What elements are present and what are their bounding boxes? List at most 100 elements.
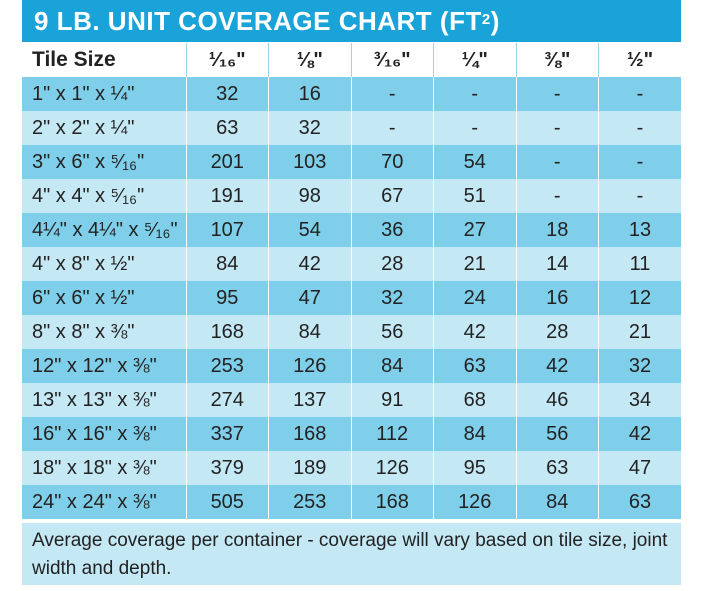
table-header-row: Tile Size ¹⁄₁₆" ⅛" ³⁄₁₆" ¼" ⅜" ½" xyxy=(22,43,681,77)
coverage-cell: 84 xyxy=(186,247,269,281)
coverage-cell: 126 xyxy=(351,451,434,485)
coverage-cell: 126 xyxy=(433,485,517,519)
coverage-cell: - xyxy=(433,111,517,145)
tile-size-cell: 18" x 18" x ⅜" xyxy=(22,451,187,485)
coverage-cell: 67 xyxy=(351,179,434,213)
coverage-cell: 253 xyxy=(268,485,352,519)
table-body: 1" x 1" x ¼" 32 16- - - -2" x 2" x ¼" 63 32- - - -… xyxy=(22,77,681,519)
coverage-cell: 189 xyxy=(268,451,352,485)
coverage-cell: 168 xyxy=(186,315,269,349)
coverage-cell: - xyxy=(516,145,599,179)
coverage-cell: 56 xyxy=(351,315,434,349)
table-row: 4¼" x 4¼" x ⁵⁄₁₆" 107 54 36 27 18 13 xyxy=(22,213,681,247)
coverage-cell: 70 xyxy=(351,145,434,179)
table-row: 24" x 24" x ⅜" 505 253 168 126 84 63 xyxy=(22,485,681,519)
coverage-cell: - xyxy=(516,179,599,213)
coverage-cell: 14 xyxy=(516,247,599,281)
tile-size-cell: 1" x 1" x ¼" xyxy=(22,77,187,111)
coverage-cell: 12 xyxy=(598,281,681,315)
table-row: 4" x 4" x ⁵⁄₁₆" 191 98 67 51- - xyxy=(22,179,681,213)
coverage-cell: 34 xyxy=(598,383,681,417)
coverage-cell: 51 xyxy=(433,179,517,213)
coverage-cell: - xyxy=(598,179,681,213)
coverage-cell: 42 xyxy=(433,315,517,349)
coverage-cell: 18 xyxy=(516,213,599,247)
table-row: 8" x 8" x ⅜" 168 84 56 42 28 21 xyxy=(22,315,681,349)
coverage-cell: 168 xyxy=(351,485,434,519)
coverage-cell: 91 xyxy=(351,383,434,417)
coverage-cell: 201 xyxy=(186,145,269,179)
coverage-cell: 84 xyxy=(516,485,599,519)
coverage-cell: 56 xyxy=(516,417,599,451)
coverage-cell: 107 xyxy=(186,213,269,247)
coverage-cell: 112 xyxy=(351,417,434,451)
coverage-cell: 68 xyxy=(433,383,517,417)
chart-title-close: ) xyxy=(490,5,500,36)
coverage-cell: 63 xyxy=(516,451,599,485)
coverage-cell: 505 xyxy=(186,485,269,519)
coverage-cell: 103 xyxy=(268,145,352,179)
coverage-cell: 42 xyxy=(268,247,352,281)
coverage-cell: 16 xyxy=(516,281,599,315)
coverage-cell: - xyxy=(598,77,681,111)
header-joint-width: ½" xyxy=(598,43,681,77)
coverage-cell: - xyxy=(598,111,681,145)
coverage-cell: 54 xyxy=(433,145,517,179)
coverage-cell: 253 xyxy=(186,349,269,383)
coverage-cell: 63 xyxy=(598,485,681,519)
coverage-cell: 28 xyxy=(516,315,599,349)
tile-size-cell: 4" x 8" x ½" xyxy=(22,247,187,281)
table-row: 1" x 1" x ¼" 32 16- - - - xyxy=(22,77,681,111)
coverage-cell: 27 xyxy=(433,213,517,247)
coverage-cell: 84 xyxy=(351,349,434,383)
coverage-cell: - xyxy=(516,111,599,145)
coverage-cell: 168 xyxy=(268,417,352,451)
coverage-cell: 32 xyxy=(351,281,434,315)
tile-size-cell: 4" x 4" x ⁵⁄₁₆" xyxy=(22,179,187,213)
coverage-cell: 95 xyxy=(186,281,269,315)
table-row: 13" x 13" x ⅜" 274 137 91 68 46 34 xyxy=(22,383,681,417)
coverage-cell: 21 xyxy=(598,315,681,349)
coverage-cell: 274 xyxy=(186,383,269,417)
header-joint-width: ⅛" xyxy=(268,43,352,77)
coverage-cell: 84 xyxy=(268,315,352,349)
coverage-cell: 63 xyxy=(433,349,517,383)
table-row: 2" x 2" x ¼" 63 32- - - - xyxy=(22,111,681,145)
chart-title-text: 9 LB. UNIT COVERAGE CHART (FT xyxy=(34,5,482,36)
tile-size-cell: 24" x 24" x ⅜" xyxy=(22,485,187,519)
chart-title: 9 LB. UNIT COVERAGE CHART (FT 2) xyxy=(22,0,681,42)
footnote: Average coverage per container - coverag… xyxy=(22,523,681,585)
header-joint-width: ¹⁄₁₆" xyxy=(186,43,269,77)
coverage-cell: 379 xyxy=(186,451,269,485)
coverage-cell: 337 xyxy=(186,417,269,451)
coverage-cell: 126 xyxy=(268,349,352,383)
coverage-cell: 32 xyxy=(598,349,681,383)
coverage-cell: - xyxy=(433,77,517,111)
tile-size-cell: 2" x 2" x ¼" xyxy=(22,111,187,145)
tile-size-cell: 3" x 6" x ⁵⁄₁₆" xyxy=(22,145,187,179)
tile-size-cell: 12" x 12" x ⅜" xyxy=(22,349,187,383)
table-row: 16" x 16" x ⅜" 337 168 112 84 56 42 xyxy=(22,417,681,451)
coverage-table: Tile Size ¹⁄₁₆" ⅛" ³⁄₁₆" ¼" ⅜" ½" 1" x 1" x ¼"… xyxy=(22,43,681,519)
coverage-cell: 13 xyxy=(598,213,681,247)
coverage-cell: 36 xyxy=(351,213,434,247)
coverage-cell: 63 xyxy=(186,111,269,145)
coverage-cell: 137 xyxy=(268,383,352,417)
coverage-cell: 16 xyxy=(268,77,352,111)
coverage-cell: 21 xyxy=(433,247,517,281)
coverage-cell: - xyxy=(351,111,434,145)
header-tile-size: Tile Size xyxy=(22,43,187,77)
table-row: 12" x 12" x ⅜" 253 126 84 63 42 32 xyxy=(22,349,681,383)
header-joint-width: ⅜" xyxy=(516,43,599,77)
tile-size-cell: 16" x 16" x ⅜" xyxy=(22,417,187,451)
coverage-cell: 47 xyxy=(268,281,352,315)
coverage-cell: 98 xyxy=(268,179,352,213)
header-joint-width: ¼" xyxy=(433,43,517,77)
tile-size-cell: 13" x 13" x ⅜" xyxy=(22,383,187,417)
coverage-cell: - xyxy=(351,77,434,111)
coverage-cell: 54 xyxy=(268,213,352,247)
table-row: 6" x 6" x ½" 95 47 32 24 16 12 xyxy=(22,281,681,315)
coverage-cell: 95 xyxy=(433,451,517,485)
coverage-cell: - xyxy=(516,77,599,111)
coverage-cell: 32 xyxy=(268,111,352,145)
